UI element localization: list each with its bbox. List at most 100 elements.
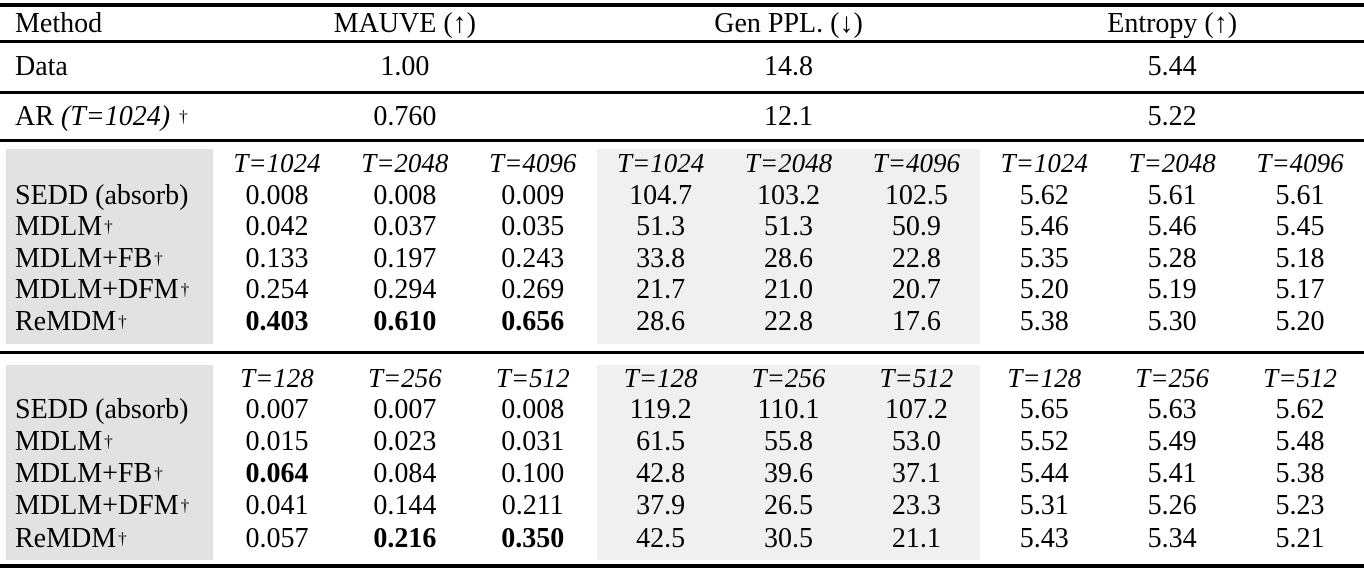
method-label: SEDD (absorb) [0, 394, 213, 426]
value-cell: 0.243 [501, 243, 565, 274]
value-cell: 26.5 [763, 490, 813, 521]
value-cell: 5.48 [1275, 426, 1325, 457]
value-cell: 21.1 [891, 523, 941, 554]
value-cell: 37.1 [891, 458, 941, 489]
value-cell: 5.28 [1147, 243, 1197, 274]
value-cell: 0.008 [245, 180, 309, 211]
value-cell: 51.3 [636, 211, 686, 242]
t-col-header: T=128 [240, 362, 314, 393]
t-header-row: T=1024 T=2048 T=4096 T=1024 T=2048 T=4096 T=10… [0, 147, 1364, 179]
value-cell: 53.0 [891, 426, 941, 457]
value-cell: 5.19 [1147, 274, 1197, 305]
value-cell: 0.023 [373, 426, 437, 457]
value-cell: 119.2 [629, 394, 692, 425]
t-col-header: T=2048 [361, 147, 449, 178]
value-cell: 0.403 [245, 306, 309, 337]
t-col-header: T=256 [751, 362, 826, 393]
value-cell: 0.084 [373, 458, 437, 489]
section2-genppl-shade [597, 365, 980, 560]
section1-method-shade [6, 149, 213, 344]
header-genppl: Gen PPL. (↓) [714, 8, 863, 39]
header-mauve: MAUVE (↑) [333, 8, 476, 39]
value-cell: 5.23 [1275, 490, 1325, 521]
t-col-header: T=1024 [233, 147, 321, 178]
value-cell: 5.44 [1019, 458, 1069, 489]
value-cell: 5.52 [1019, 426, 1069, 457]
empty-method-cell [0, 147, 213, 179]
t-col-header: T=128 [623, 362, 698, 393]
value-cell: 5.63 [1147, 394, 1197, 425]
ar-label-prefix: AR [15, 101, 54, 132]
method-label: MDLM † [15, 426, 113, 457]
value-cell: 5.21 [1275, 523, 1325, 554]
value-cell: 0.350 [501, 523, 565, 554]
value-cell: 0.269 [501, 274, 565, 305]
ar-mauve-value: 0.760 [373, 101, 437, 132]
value-cell: 22.8 [891, 243, 941, 274]
value-cell: 39.6 [763, 458, 813, 489]
method-name: MDLM [15, 426, 103, 457]
value-cell: 0.294 [373, 274, 437, 305]
method-label: MDLM † [15, 211, 113, 242]
ar-row: AR (T=1024) † 0.760 12.1 5.22 [0, 101, 1364, 133]
method-label: SEDD (absorb) [0, 180, 213, 212]
value-cell: 55.8 [763, 426, 813, 457]
method-label: ReMDM † [15, 523, 127, 554]
value-cell: 5.62 [1275, 394, 1325, 425]
value-cell: 0.064 [245, 458, 309, 489]
data-entropy-value: 5.44 [1147, 51, 1197, 82]
ar-rule [0, 139, 1364, 142]
value-cell: 107.2 [884, 394, 948, 425]
table-row: MDLM † 0.042 0.037 0.035 51.3 51.3 50.9 5.46 5.46… [0, 211, 1364, 243]
data-row-label: Data [15, 51, 68, 82]
section1-genppl-shade [597, 149, 980, 344]
table-row: MDLM † 0.015 0.023 0.031 61.5 55.8 53.0 5.52 5.49… [0, 426, 1364, 458]
value-cell: 5.20 [1275, 306, 1325, 337]
value-cell: 33.8 [636, 243, 686, 274]
value-cell: 0.100 [501, 458, 565, 489]
value-cell: 0.007 [373, 394, 437, 425]
value-cell: 5.35 [1019, 243, 1069, 274]
value-cell: 0.015 [245, 426, 309, 457]
method-name: ReMDM [15, 523, 117, 554]
section2-method-shade [6, 365, 213, 560]
value-cell: 51.3 [763, 211, 813, 242]
value-cell: 0.211 [501, 490, 564, 521]
t-col-header: T=4096 [872, 147, 960, 178]
value-cell: 5.41 [1147, 458, 1197, 489]
table-row: SEDD (absorb) 0.007 0.007 0.008 119.2 110.1 10… [0, 394, 1364, 426]
method-label: MDLM+FB † [15, 243, 163, 274]
value-cell: 5.43 [1019, 523, 1069, 554]
t-col-header: T=4096 [1256, 147, 1344, 178]
value-cell: 0.656 [501, 306, 565, 337]
value-cell: 30.5 [763, 523, 813, 554]
value-cell: 21.7 [636, 274, 686, 305]
t-col-header: T=512 [1263, 362, 1337, 393]
top-rule [0, 3, 1364, 7]
value-cell: 23.3 [891, 490, 941, 521]
ar-row-label: AR (T=1024) † [15, 101, 188, 132]
value-cell: 28.6 [636, 306, 686, 337]
value-cell: 102.5 [884, 180, 948, 211]
method-label: MDLM+DFM † [15, 490, 190, 521]
value-cell: 5.65 [1019, 394, 1069, 425]
method-name: MDLM+DFM [15, 274, 179, 305]
value-cell: 0.197 [373, 243, 437, 274]
method-name: SEDD (absorb) [15, 394, 189, 425]
value-cell: 0.031 [501, 426, 565, 457]
value-cell: 0.216 [373, 523, 437, 554]
value-cell: 20.7 [891, 274, 941, 305]
t-col-header: T=1024 [1000, 147, 1088, 178]
method-label: MDLM+FB † [15, 458, 163, 489]
method-name: ReMDM [15, 306, 117, 337]
value-cell: 0.042 [245, 211, 309, 242]
value-cell: 42.5 [636, 523, 686, 554]
table-row: ReMDM † 0.403 0.610 0.656 28.6 22.8 17.6 5.38 5.3… [0, 306, 1364, 338]
value-cell: 5.45 [1275, 211, 1325, 242]
t-col-header: T=512 [879, 362, 954, 393]
value-cell: 5.62 [1019, 180, 1069, 211]
value-cell: 5.38 [1019, 306, 1069, 337]
value-cell: 5.38 [1275, 458, 1325, 489]
t-col-header: T=128 [1007, 362, 1082, 393]
method-name: SEDD (absorb) [15, 180, 189, 211]
